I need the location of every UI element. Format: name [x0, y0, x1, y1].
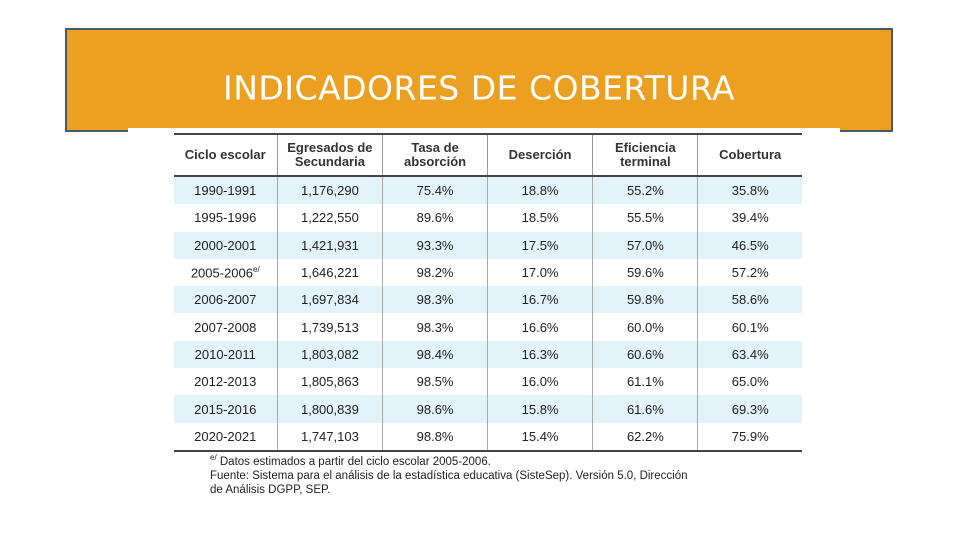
cell-eficiencia: 57.0%	[592, 231, 698, 259]
source-note-line2: de Análisis DGPP, SEP.	[210, 483, 331, 496]
cell-egresados: 1,805,863	[276, 368, 383, 396]
cell-cobertura: 39.4%	[697, 204, 802, 232]
cell-cobertura: 63.4%	[697, 340, 802, 369]
estimate-note: e/ Datos estimados a partir del ciclo es…	[210, 453, 491, 468]
cell-absorcion: 98.6%	[382, 395, 488, 423]
cell-egresados: 1,421,931	[276, 231, 383, 259]
table-row: 2012-2013 1,805,863 98.5% 16.0% 61.1% 65.0%	[174, 368, 802, 396]
cell-ciclo: 2000-2001	[174, 231, 277, 259]
cell-ciclo: 2007-2008	[194, 319, 257, 335]
estimate-marker: e/	[253, 264, 260, 274]
cell-ciclo: 2012-2013	[194, 374, 257, 390]
cell-desercion: 15.4%	[486, 422, 593, 452]
table-notes: e/ Datos estimados a partir del ciclo es…	[210, 451, 810, 497]
cell-desercion: 18.8%	[486, 176, 593, 205]
cell-eficiencia: 55.5%	[592, 204, 698, 232]
cell-desercion: 18.5%	[486, 204, 593, 232]
table-row: 1995-1996 1,222,550 89.6% 18.5% 55.5% 39.4%	[174, 204, 802, 232]
cell-eficiencia: 55.2%	[592, 176, 698, 205]
cell-ciclo: 2005-2006e/	[190, 264, 260, 281]
cell-absorcion: 89.6%	[382, 204, 488, 232]
cell-egresados: 1,222,550	[276, 204, 383, 232]
source-note-line1: Fuente: Sistema para el análisis de la e…	[210, 469, 688, 482]
cell-cobertura: 69.3%	[697, 395, 802, 423]
title-banner: INDICADORES DE COBERTURA	[65, 28, 893, 132]
table-row: 2020-2021 1,747,103 98.8% 15.4% 62.2% 75.9%	[174, 422, 802, 452]
table-header-row: Ciclo escolar Egresados de Secundaria Ta…	[174, 133, 802, 177]
cell-cobertura: 58.6%	[697, 286, 802, 314]
header-egresados: Egresados de Secundaria	[276, 133, 383, 177]
cell-desercion: 16.3%	[486, 340, 593, 369]
cell-ciclo: 1995-1996	[194, 210, 257, 226]
cell-cobertura: 60.1%	[697, 313, 802, 341]
cell-eficiencia: 61.1%	[592, 368, 698, 396]
cell-eficiencia: 60.6%	[592, 340, 698, 369]
cell-egresados: 1,646,221	[276, 258, 383, 287]
page-title: INDICADORES DE COBERTURA	[222, 68, 736, 108]
cell-egresados: 1,176,290	[276, 176, 383, 205]
cell-desercion: 16.7%	[486, 286, 593, 314]
cell-egresados: 1,803,082	[276, 340, 383, 369]
table-row: 2005-2006e/1,646,221 98.2% 17.0% 59.6% 57.2%	[174, 258, 802, 287]
cell-eficiencia: 62.2%	[592, 422, 698, 452]
cell-cobertura: 57.2%	[697, 258, 802, 287]
header-cobertura: Cobertura	[697, 133, 802, 177]
cell-absorcion: 98.8%	[382, 422, 488, 452]
cell-desercion: 16.0%	[486, 368, 593, 396]
cell-desercion: 17.0%	[486, 258, 593, 287]
cell-desercion: 15.8%	[486, 395, 593, 423]
cell-ciclo: 2010-2011	[174, 340, 277, 369]
cell-egresados: 1,739,513	[276, 313, 383, 341]
table-row: 1990-1991 1,176,290 75.4% 18.8% 55.2% 35.8%	[174, 176, 802, 205]
table-row: 2000-2001 1,421,931 93.3% 17.5% 57.0% 46.5%	[174, 231, 802, 259]
estimate-marker: e/	[210, 453, 217, 462]
cell-eficiencia: 61.6%	[592, 395, 698, 423]
cell-cobertura: 65.0%	[697, 368, 802, 396]
cell-ciclo: 2006-2007	[174, 286, 277, 314]
cell-cobertura: 46.5%	[697, 231, 802, 259]
cell-absorcion: 98.5%	[382, 368, 488, 396]
cell-absorcion: 98.3%	[382, 313, 488, 341]
table-row: 2007-2008 1,739,513 98.3% 16.6% 60.0% 60.1%	[174, 313, 802, 341]
table-row: 2010-2011 1,803,082 98.4% 16.3% 60.6% 63.4%	[174, 340, 802, 369]
cell-egresados: 1,697,834	[276, 286, 383, 314]
cell-cobertura: 35.8%	[697, 176, 802, 205]
cell-eficiencia: 59.6%	[592, 258, 698, 287]
cell-ciclo: 2015-2016	[174, 395, 277, 423]
cell-absorcion: 93.3%	[382, 231, 488, 259]
table-row: 2015-2016 1,800,839 98.6% 15.8% 61.6% 69.3%	[174, 395, 802, 423]
cell-ciclo: 2020-2021	[174, 422, 277, 452]
cell-cobertura: 75.9%	[697, 422, 802, 452]
cell-egresados: 1,747,103	[276, 422, 383, 452]
header-ciclo: Ciclo escolar	[174, 133, 277, 177]
cell-desercion: 17.5%	[486, 231, 593, 259]
header-eficiencia: Eficiencia terminal	[592, 133, 698, 177]
cell-absorcion: 98.2%	[382, 258, 488, 287]
cell-egresados: 1,800,839	[276, 395, 383, 423]
cell-absorcion: 98.3%	[382, 286, 488, 314]
cell-absorcion: 75.4%	[382, 176, 488, 205]
coverage-table: Ciclo escolar Egresados de Secundaria Ta…	[174, 133, 802, 452]
cell-eficiencia: 59.8%	[592, 286, 698, 314]
cell-eficiencia: 60.0%	[592, 313, 698, 341]
table-row: 2006-2007 1,697,834 98.3% 16.7% 59.8% 58.6%	[174, 286, 802, 314]
header-absorcion: Tasa de absorción	[382, 133, 488, 177]
cell-ciclo: 1990-1991	[174, 176, 277, 205]
cell-desercion: 16.6%	[486, 313, 593, 341]
cell-absorcion: 98.4%	[382, 340, 488, 369]
header-desercion: Deserción	[486, 133, 593, 177]
